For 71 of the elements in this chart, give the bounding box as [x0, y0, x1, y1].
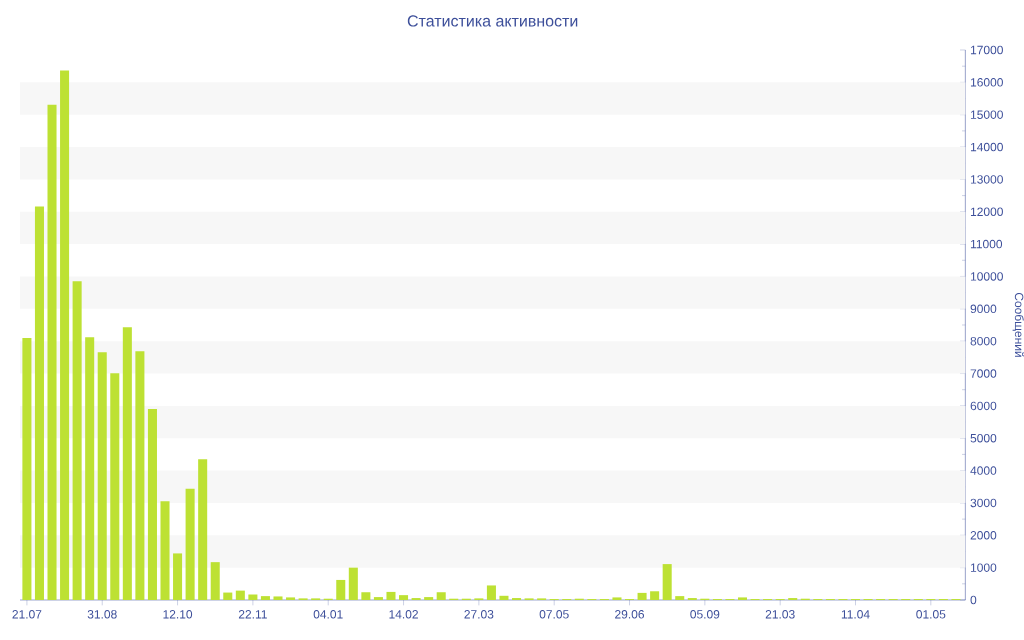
bar [612, 597, 622, 600]
y-tick-label: 2000 [970, 531, 997, 540]
y-tick-label: 4000 [970, 466, 997, 475]
bar [499, 595, 509, 600]
x-tick-label: 05.09 [690, 610, 720, 619]
bar [650, 591, 660, 600]
bar [737, 597, 748, 600]
x-tick-label: 21.07 [12, 610, 42, 619]
bar [637, 592, 647, 600]
y-tick-label: 12000 [970, 207, 1003, 217]
y-tick-label: 6000 [970, 401, 997, 411]
y-axis-title: Сообщений [1012, 292, 1024, 357]
x-tick-label: 14.02 [389, 610, 418, 619]
bar [72, 281, 82, 600]
x-tick-label: 11.04 [841, 610, 870, 619]
bar [486, 585, 496, 600]
y-tick-label: 1000 [970, 563, 997, 572]
bar [248, 594, 258, 600]
bar [147, 409, 157, 600]
x-tick-label: 07.05 [539, 610, 569, 619]
x-tick-label: 04.01 [313, 610, 343, 619]
bar [436, 592, 446, 600]
x-tick-label: 31.08 [87, 610, 117, 619]
bar [361, 592, 371, 600]
bar [85, 337, 95, 600]
y-tick-label: 13000 [970, 175, 1003, 184]
bar [97, 352, 107, 600]
bar [223, 592, 233, 600]
bar [662, 564, 672, 600]
bar [122, 327, 132, 600]
y-tick-label: 0 [970, 595, 977, 605]
x-tick-label: 01.05 [916, 610, 946, 619]
bar [185, 488, 195, 600]
bar [336, 579, 346, 600]
bar [34, 206, 44, 600]
bar [348, 567, 358, 600]
x-tick-label: 21.03 [765, 610, 795, 619]
y-tick-label: 9000 [970, 304, 997, 314]
bar [260, 596, 270, 600]
y-tick-label: 16000 [970, 78, 1003, 87]
y-tick-label: 5000 [970, 433, 997, 443]
chart-title: Статистика активности [407, 15, 578, 27]
bar [273, 596, 283, 600]
y-tick-label: 3000 [970, 498, 997, 508]
bar [47, 104, 57, 600]
y-tick-label: 15000 [970, 110, 1003, 119]
y-tick-label: 8000 [970, 336, 997, 346]
bar [373, 597, 383, 600]
y-tick-label: 10000 [970, 272, 1003, 281]
y-tick-label: 17000 [970, 45, 1003, 55]
bar [286, 597, 296, 600]
bar [160, 501, 170, 600]
bar [198, 459, 208, 600]
y-tick-label: 14000 [970, 142, 1003, 152]
y-tick-label: 7000 [970, 369, 997, 378]
bar [424, 597, 434, 600]
bar [135, 351, 145, 600]
x-tick-label: 27.03 [464, 610, 494, 619]
x-tick-label: 29.06 [615, 610, 644, 619]
x-tick-label: 22.11 [238, 610, 267, 619]
bar [235, 590, 245, 600]
bar [675, 596, 685, 600]
y-tick-label: 11000 [970, 239, 1003, 249]
bar [60, 70, 70, 600]
bar [110, 373, 120, 600]
bar [399, 595, 409, 600]
x-tick-label: 12.10 [163, 610, 193, 619]
bar [386, 591, 396, 600]
bar [210, 562, 220, 600]
bar [22, 337, 32, 600]
bar [173, 553, 183, 600]
